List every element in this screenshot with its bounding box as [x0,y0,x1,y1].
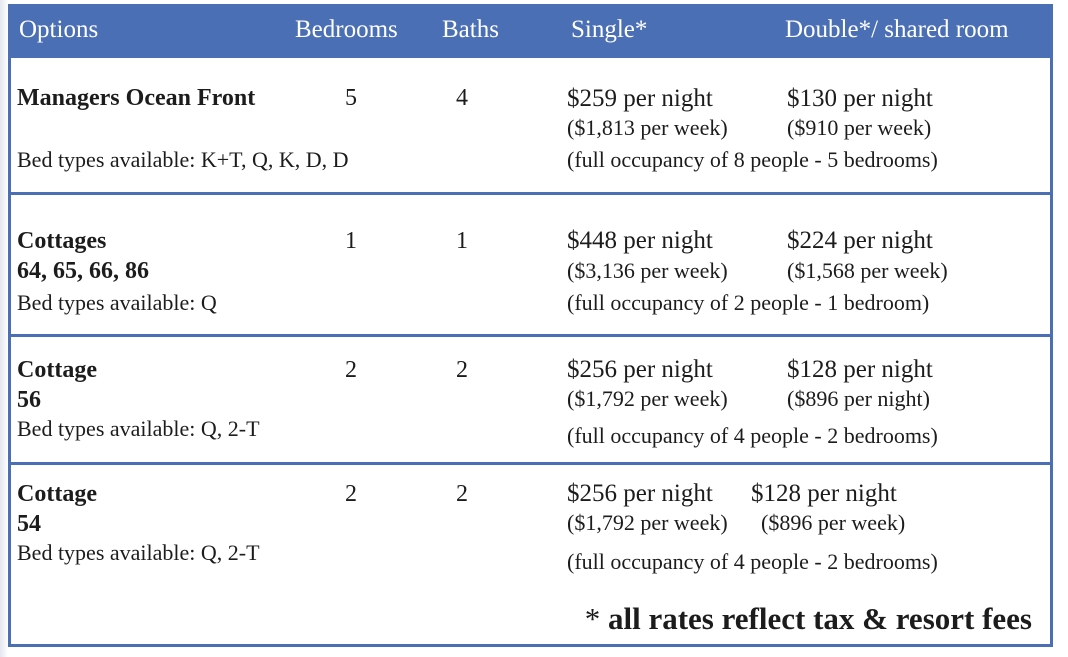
baths-value: 4 [456,85,468,111]
bedrooms-value: 1 [345,228,357,254]
single-week-rate: ($3,136 per week) [567,258,728,283]
baths-value: 2 [456,481,468,507]
single-night-rate: $256 per night [567,356,713,383]
header-double: Double*/ shared room [785,16,1009,43]
bed-types: Bed types available: Q, 2-T [17,540,260,565]
double-night-rate: $128 per night [751,480,897,507]
rates-footnote: * all rates reflect tax & resort fees [585,601,1032,637]
double-week-rate: ($896 per week) [761,510,906,535]
bed-types: Bed types available: Q [17,290,217,315]
option-name: Cottage [17,481,97,507]
single-night-rate: $448 per night [567,227,713,254]
bedrooms-value: 2 [345,481,357,507]
row-divider [11,192,1050,195]
occupancy-note: (full occupancy of 4 people - 2 bedrooms… [567,549,938,574]
double-night-rate: $128 per night [787,356,933,383]
single-week-rate: ($1,792 per week) [567,386,728,411]
row-divider [11,334,1050,337]
footnote-text: all rates reflect tax & resort fees [607,601,1032,636]
page-edge-shadow [0,0,8,657]
double-week-rate: ($896 per night) [787,386,930,411]
footnote-asterisk: * [584,601,601,636]
header-bedrooms: Bedrooms [295,16,398,43]
header-options: Options [19,16,99,43]
header-single: Single* [571,16,648,43]
single-week-rate: ($1,813 per week) [567,115,728,140]
option-units: 64, 65, 66, 86 [17,258,149,284]
option-units: 54 [17,511,41,537]
option-name: Managers Ocean Front [17,85,256,111]
table-header: Options Bedrooms Baths Single* Double*/ … [11,7,1050,58]
double-night-rate: $224 per night [787,227,933,254]
bed-types: Bed types available: Q, 2-T [17,416,260,441]
bedrooms-value: 2 [345,357,357,383]
option-name: Cottage [17,357,97,383]
rates-table: Options Bedrooms Baths Single* Double*/ … [8,4,1053,647]
baths-value: 2 [456,357,468,383]
option-units: 56 [17,387,41,413]
single-week-rate: ($1,792 per week) [567,510,728,535]
single-night-rate: $256 per night [567,480,713,507]
double-week-rate: ($1,568 per week) [787,258,948,283]
baths-value: 1 [456,228,468,254]
occupancy-note: (full occupancy of 8 people - 5 bedrooms… [567,147,938,172]
single-night-rate: $259 per night [567,85,713,112]
header-baths: Baths [442,16,499,43]
occupancy-note: (full occupancy of 2 people - 1 bedroom) [567,290,930,315]
bedrooms-value: 5 [345,85,357,111]
bed-types: Bed types available: K+T, Q, K, D, D [17,147,349,172]
row-divider [11,462,1050,465]
double-week-rate: ($910 per week) [787,115,932,140]
option-name: Cottages [17,228,107,254]
occupancy-note: (full occupancy of 4 people - 2 bedrooms… [567,423,938,448]
double-night-rate: $130 per night [787,85,933,112]
